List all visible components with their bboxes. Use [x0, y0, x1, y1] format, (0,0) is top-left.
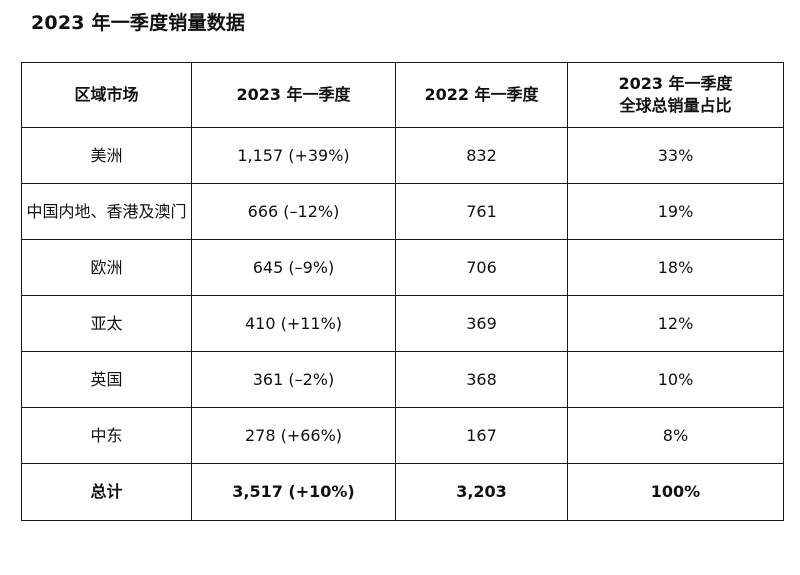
- page-title: 2023 年一季度销量数据: [31, 12, 246, 34]
- cell-region: 欧洲: [21, 239, 192, 296]
- table-row: 欧洲 645 (–9%) 706 18%: [21, 239, 784, 296]
- cell-total-q1-2022: 3,203: [395, 463, 568, 521]
- cell-region: 中东: [21, 407, 192, 464]
- cell-region: 中国内地、香港及澳门: [21, 183, 192, 240]
- cell-q1-2022: 832: [395, 127, 568, 184]
- table-total-row: 总计 3,517 (+10%) 3,203 100%: [21, 463, 784, 521]
- header-q1-2022: 2022 年一季度: [395, 62, 568, 128]
- cell-q1-2022: 368: [395, 351, 568, 408]
- cell-total-share: 100%: [567, 463, 784, 521]
- cell-total-q1-2023: 3,517 (+10%): [191, 463, 396, 521]
- header-global-share-line2: 全球总销量占比: [619, 96, 732, 115]
- cell-region: 亚太: [21, 295, 192, 352]
- table-row: 中东 278 (+66%) 167 8%: [21, 407, 784, 464]
- cell-q1-2023: 278 (+66%): [191, 407, 396, 464]
- cell-region: 美洲: [21, 127, 192, 184]
- cell-share: 33%: [567, 127, 784, 184]
- sales-data-table: 区域市场 2023 年一季度 2022 年一季度 2023 年一季度 全球总销量…: [21, 62, 784, 521]
- cell-q1-2023: 666 (–12%): [191, 183, 396, 240]
- header-global-share-line1: 2023 年一季度: [618, 74, 733, 93]
- header-global-share: 2023 年一季度 全球总销量占比: [567, 62, 784, 128]
- table-row: 英国 361 (–2%) 368 10%: [21, 351, 784, 408]
- header-q1-2023: 2023 年一季度: [191, 62, 396, 128]
- header-region: 区域市场: [21, 62, 192, 128]
- cell-q1-2023: 645 (–9%): [191, 239, 396, 296]
- cell-q1-2023: 1,157 (+39%): [191, 127, 396, 184]
- cell-share: 10%: [567, 351, 784, 408]
- cell-total-label: 总计: [21, 463, 192, 521]
- cell-q1-2022: 369: [395, 295, 568, 352]
- cell-q1-2022: 167: [395, 407, 568, 464]
- cell-share: 19%: [567, 183, 784, 240]
- table-row: 美洲 1,157 (+39%) 832 33%: [21, 127, 784, 184]
- cell-region: 英国: [21, 351, 192, 408]
- cell-share: 12%: [567, 295, 784, 352]
- cell-q1-2022: 706: [395, 239, 568, 296]
- region-label: 中国内地、香港及澳门: [26, 201, 187, 221]
- table-row: 中国内地、香港及澳门 666 (–12%) 761 19%: [21, 183, 784, 240]
- cell-share: 8%: [567, 407, 784, 464]
- cell-share: 18%: [567, 239, 784, 296]
- cell-q1-2023: 361 (–2%): [191, 351, 396, 408]
- table-row: 亚太 410 (+11%) 369 12%: [21, 295, 784, 352]
- table-header-row: 区域市场 2023 年一季度 2022 年一季度 2023 年一季度 全球总销量…: [21, 62, 784, 128]
- cell-q1-2022: 761: [395, 183, 568, 240]
- cell-q1-2023: 410 (+11%): [191, 295, 396, 352]
